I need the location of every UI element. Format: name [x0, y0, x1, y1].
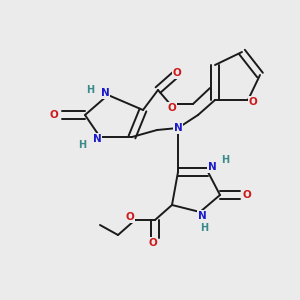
- Text: O: O: [249, 97, 257, 107]
- Text: O: O: [168, 103, 176, 113]
- Text: O: O: [148, 238, 158, 248]
- Text: H: H: [78, 140, 86, 150]
- Text: H: H: [86, 85, 94, 95]
- Text: O: O: [50, 110, 58, 120]
- Text: N: N: [208, 162, 216, 172]
- Text: N: N: [100, 88, 109, 98]
- Text: N: N: [174, 123, 182, 133]
- Text: H: H: [221, 155, 229, 165]
- Text: O: O: [172, 68, 182, 78]
- Text: N: N: [198, 211, 206, 221]
- Text: H: H: [200, 223, 208, 233]
- Text: O: O: [126, 212, 134, 222]
- Text: N: N: [93, 134, 101, 144]
- Text: O: O: [243, 190, 251, 200]
